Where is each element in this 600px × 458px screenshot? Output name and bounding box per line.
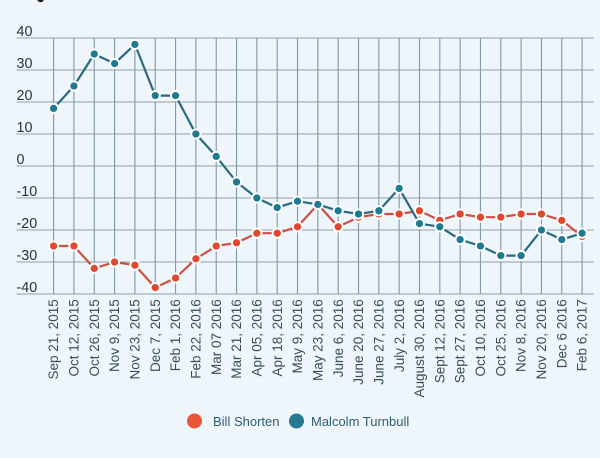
svg-text:May 9, 2016: May 9, 2016 <box>290 299 305 373</box>
svg-text:Apr 18, 2016: Apr 18, 2016 <box>270 299 285 376</box>
svg-text:Malcolm Turnbull: Malcolm Turnbull <box>311 414 409 429</box>
svg-text:Nov 9, 2015: Nov 9, 2015 <box>107 299 122 372</box>
svg-text:Sept 12, 2016: Sept 12, 2016 <box>432 299 447 383</box>
svg-text:40: 40 <box>17 24 33 40</box>
svg-text:June 20, 2016: June 20, 2016 <box>351 299 366 385</box>
svg-text:Nov 8, 2016: Nov 8, 2016 <box>514 299 529 372</box>
svg-text:-40: -40 <box>17 280 38 296</box>
svg-text:Nov 23, 2015: Nov 23, 2015 <box>128 299 143 379</box>
svg-text:Oct 26, 2015: Oct 26, 2015 <box>87 299 102 376</box>
svg-text:Oct 25, 2016: Oct 25, 2016 <box>493 299 508 376</box>
svg-text:Mar 07 2016: Mar 07 2016 <box>209 299 224 375</box>
svg-text:Sep 21, 2015: Sep 21, 2015 <box>46 299 61 379</box>
svg-text:Feb 1, 2016: Feb 1, 2016 <box>168 299 183 371</box>
svg-text:-20: -20 <box>17 216 38 232</box>
svg-text:Apr 05, 2016: Apr 05, 2016 <box>249 299 264 376</box>
svg-text:Feb 22, 2016: Feb 22, 2016 <box>188 299 203 379</box>
svg-text:June 6, 2016: June 6, 2016 <box>331 299 346 377</box>
svg-text:20: 20 <box>17 88 33 104</box>
svg-text:-10: -10 <box>17 184 38 200</box>
svg-text:Oct 12, 2015: Oct 12, 2015 <box>67 299 82 376</box>
svg-text:June 27, 2016: June 27, 2016 <box>371 299 386 385</box>
svg-text:July 2, 2016: July 2, 2016 <box>392 299 407 372</box>
svg-text:Sept 27, 2016: Sept 27, 2016 <box>453 299 468 383</box>
svg-text:Oct 10, 2016: Oct 10, 2016 <box>473 299 488 376</box>
svg-text:Nov 20, 2016: Nov 20, 2016 <box>534 299 549 379</box>
svg-text:Dec 6 2016: Dec 6 2016 <box>554 299 569 368</box>
svg-text:Bill Shorten: Bill Shorten <box>213 414 279 429</box>
svg-text:30: 30 <box>17 56 33 72</box>
svg-text:May 23, 2016: May 23, 2016 <box>310 299 325 381</box>
svg-text:Mar 21, 2016: Mar 21, 2016 <box>229 299 244 379</box>
svg-text:10: 10 <box>17 120 33 136</box>
svg-text:0: 0 <box>17 152 25 168</box>
svg-text:Dec 7, 2015: Dec 7, 2015 <box>148 299 163 372</box>
svg-text:Feb 6, 2017: Feb 6, 2017 <box>575 299 590 371</box>
svg-text:-30: -30 <box>17 248 38 264</box>
svg-text:August 30, 2016: August 30, 2016 <box>412 299 427 397</box>
